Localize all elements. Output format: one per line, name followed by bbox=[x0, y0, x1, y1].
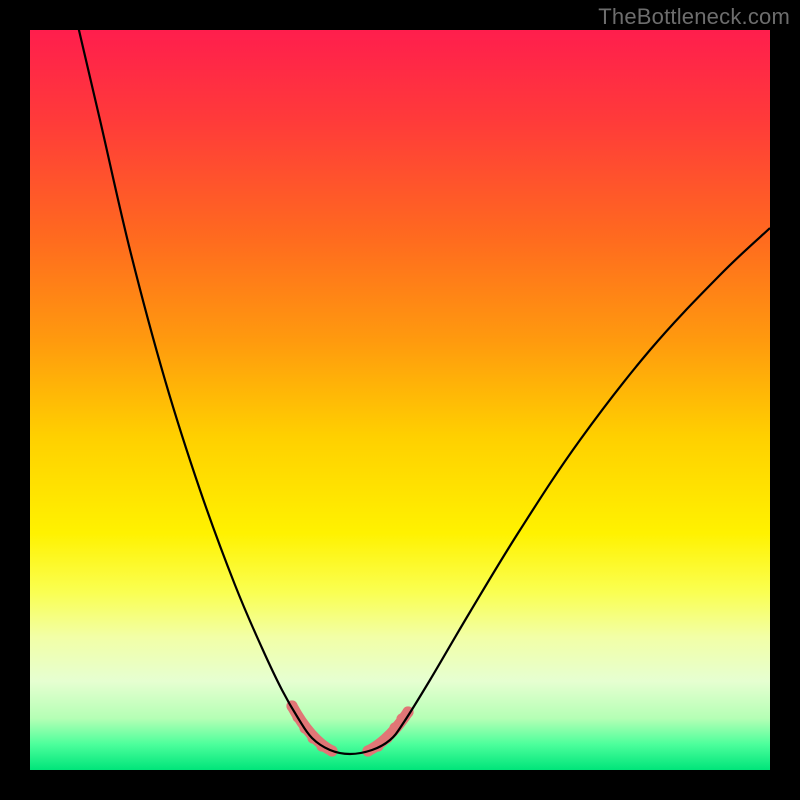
watermark-text: TheBottleneck.com bbox=[598, 4, 790, 30]
chart-svg bbox=[0, 0, 800, 800]
chart-frame: TheBottleneck.com bbox=[0, 0, 800, 800]
chart-background bbox=[30, 30, 770, 770]
